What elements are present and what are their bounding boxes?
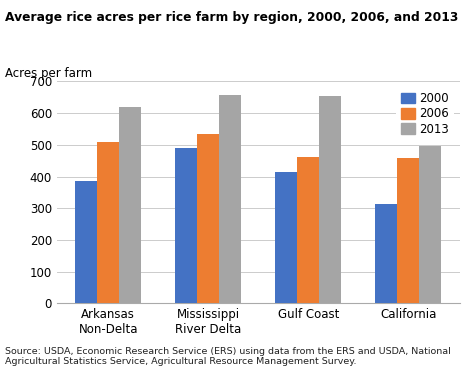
Text: Average rice acres per rice farm by region, 2000, 2006, and 2013: Average rice acres per rice farm by regi… xyxy=(5,11,458,24)
Bar xyxy=(397,158,419,303)
Text: Acres per farm: Acres per farm xyxy=(5,67,92,80)
Bar xyxy=(419,146,441,303)
Bar xyxy=(219,95,241,303)
Legend: 2000, 2006, 2013: 2000, 2006, 2013 xyxy=(396,87,454,141)
Bar xyxy=(275,172,297,303)
Bar xyxy=(175,148,197,303)
Bar xyxy=(119,107,141,303)
Bar xyxy=(75,181,97,303)
Bar xyxy=(319,96,341,303)
Bar xyxy=(197,134,219,303)
Bar xyxy=(375,204,397,303)
Bar xyxy=(97,142,119,303)
Bar xyxy=(297,157,319,303)
Text: Source: USDA, Economic Research Service (ERS) using data from the ERS and USDA, : Source: USDA, Economic Research Service … xyxy=(5,347,450,366)
